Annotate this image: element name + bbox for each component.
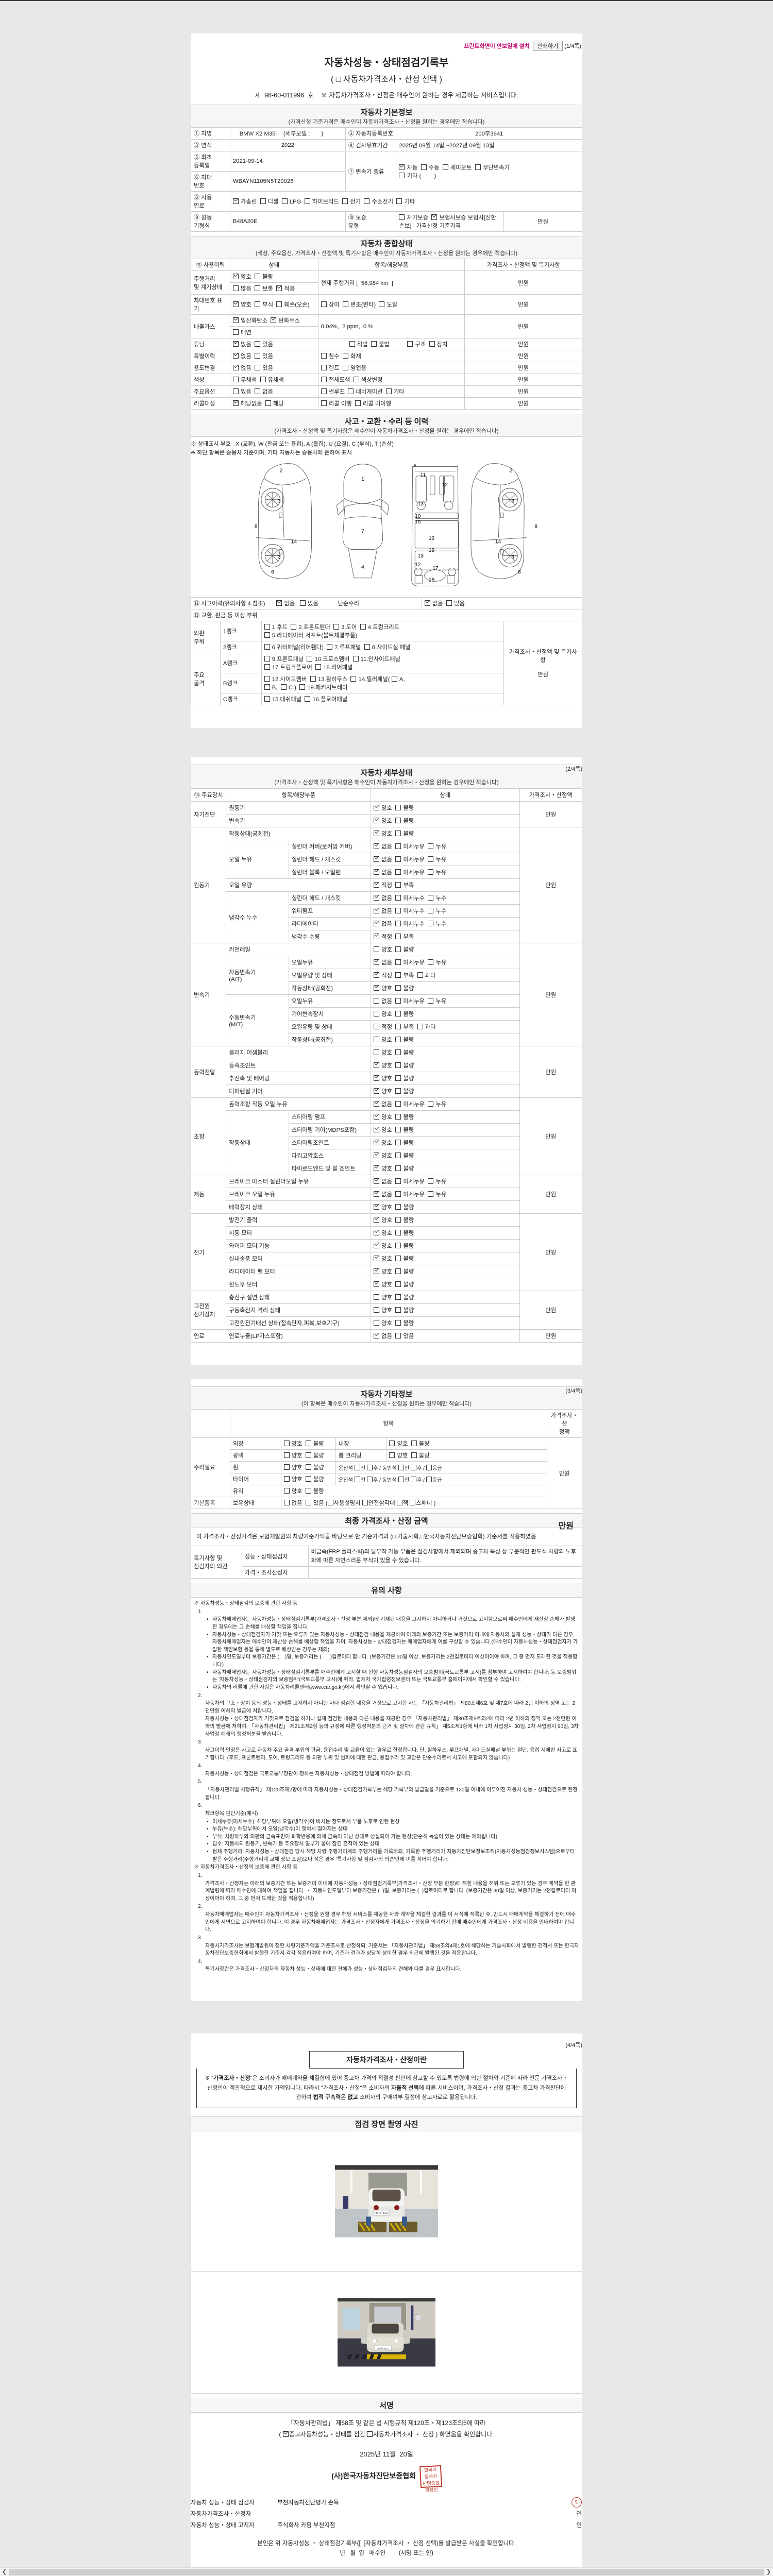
svg-text:3: 3 (278, 554, 281, 560)
svg-text:1: 1 (361, 477, 364, 482)
svg-text:12: 12 (442, 482, 448, 488)
svg-text:4: 4 (361, 564, 364, 570)
svg-text:17: 17 (432, 566, 439, 571)
svg-text:200부3641: 200부3641 (377, 2347, 389, 2350)
svg-text:200부3641: 200부3641 (375, 2212, 388, 2215)
svg-text:8: 8 (534, 524, 537, 530)
svg-text:11: 11 (421, 473, 426, 479)
svg-text:14: 14 (291, 539, 297, 545)
svg-text:13: 13 (418, 501, 424, 507)
svg-text:2: 2 (280, 468, 283, 473)
svg-text:2: 2 (509, 468, 512, 473)
svg-text:3: 3 (511, 554, 514, 560)
svg-text:18: 18 (429, 577, 435, 583)
svg-text:10: 10 (415, 514, 421, 519)
svg-text:14: 14 (495, 539, 501, 545)
svg-text:12: 12 (415, 562, 421, 568)
svg-text:6: 6 (518, 570, 521, 575)
svg-text:3: 3 (511, 498, 514, 504)
svg-text:19: 19 (429, 548, 435, 553)
svg-text:15: 15 (415, 519, 421, 525)
svg-text:16: 16 (429, 536, 435, 541)
svg-text:3: 3 (278, 498, 281, 504)
svg-text:13: 13 (418, 553, 424, 559)
svg-text:8: 8 (255, 524, 258, 530)
svg-text:6: 6 (271, 570, 274, 575)
svg-text:7: 7 (361, 529, 364, 534)
